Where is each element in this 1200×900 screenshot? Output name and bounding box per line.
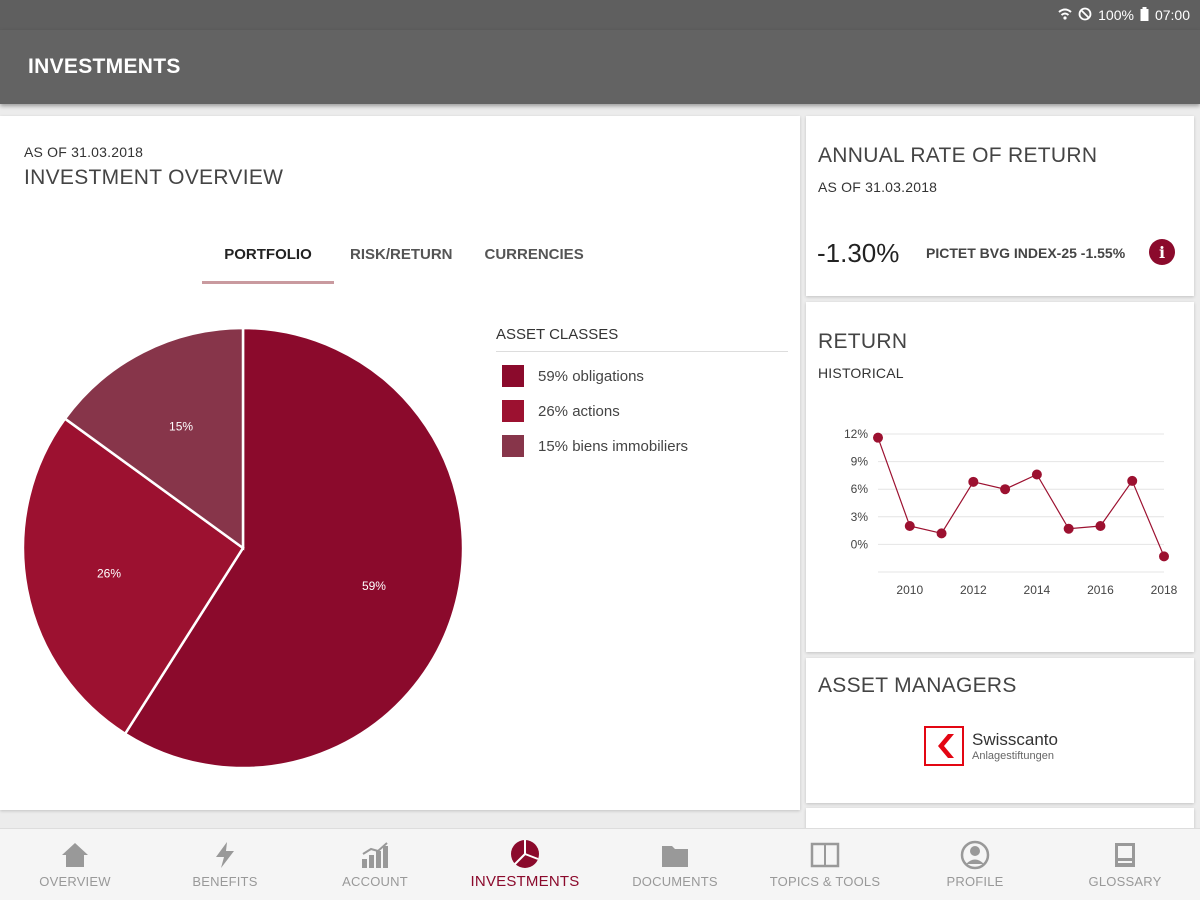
asset-classes-pie-chart: 59% 26% 15% [21,326,465,770]
return-subtitle: HISTORICAL [818,365,904,381]
x-tick-label: 2018 [1151,583,1178,597]
nav-overview[interactable]: OVERVIEW [0,829,150,900]
annual-return-card: ANNUAL RATE OF RETURN AS OF 31.03.2018 -… [806,116,1194,296]
data-point-2010[interactable] [904,521,915,531]
nav-profile[interactable]: PROFILE [900,829,1050,900]
benchmark-label: PICTET BVG INDEX-25 -1.55% [926,245,1126,261]
historical-return-chart: 0% 3% 6% 9% 12% 2010 2012 2014 2016 2018 [844,427,1178,597]
overview-as-of: AS OF 31.03.2018 [24,144,144,160]
swisscanto-logo-icon [924,726,964,766]
x-tick-label: 2014 [1024,583,1051,597]
pie-slice-obligations[interactable] [123,326,465,770]
legend-swatch [502,400,524,422]
legend-swatch [502,435,524,457]
nav-account[interactable]: ACCOUNT [300,829,450,900]
wifi-icon [1058,7,1072,24]
nav-documents[interactable]: DOCUMENTS [600,829,750,900]
tab-risk-return[interactable]: RISK/RETURN [350,246,453,263]
return-title: RETURN [818,330,908,353]
data-point-2018[interactable] [1159,551,1169,562]
asset-managers-title: ASSET MANAGERS [818,674,1017,697]
annual-return-as-of: AS OF 31.03.2018 [818,179,938,195]
legend-item: 26% actions [496,400,788,422]
swisscanto-logo[interactable]: Swisscanto Anlagestiftungen [924,726,1058,766]
logo-name: Swisscanto [972,730,1058,749]
clock: 07:00 [1154,7,1190,23]
nav-label: BENEFITS [192,874,258,889]
legend-title: ASSET CLASSES [496,326,788,352]
chart-icon [360,840,390,870]
y-tick-label: 3% [851,510,869,524]
legend-label: 26% actions [538,402,620,420]
pie-slice-biens-immobiliers[interactable] [63,326,245,551]
legend-item: 59% obligations [496,365,788,387]
y-tick-label: 12% [844,427,868,441]
nav-label: TOPICS & TOOLS [769,874,881,889]
pie-slice-actions[interactable] [21,416,245,736]
nav-label: INVESTMENTS [470,873,580,890]
legend-label: 15% biens immobiliers [538,437,689,455]
status-bar: 100% 07:00 [0,0,1200,30]
tab-currencies[interactable]: CURRENCIES [484,246,584,263]
glossary-icon [1112,840,1138,870]
nav-investments[interactable]: INVESTMENTS [450,829,600,900]
pie-slice-label: 26% [97,567,121,581]
asset-classes-legend: ASSET CLASSES 59% obligations 26% action… [496,326,788,457]
data-point-2012[interactable] [968,476,979,487]
page-title: INVESTMENTS [28,55,181,78]
legend-label: 59% obligations [538,367,644,385]
data-point-2014[interactable] [1031,469,1042,480]
y-tick-label: 6% [851,482,869,496]
x-tick-label: 2010 [896,583,923,597]
pie-slice-label: 59% [362,579,386,593]
legend-swatch [502,365,524,387]
overview-header: AS OF 31.03.2018 INVESTMENT OVERVIEW [24,144,283,190]
annual-return-value: -1.30% [817,238,900,268]
book-icon [810,840,840,870]
battery-icon [1140,6,1149,24]
nav-label: PROFILE [946,874,1004,889]
nav-label: ACCOUNT [342,874,408,889]
profile-icon [960,840,990,870]
app-bar: INVESTMENTS [0,30,1200,104]
nav-benefits[interactable]: BENEFITS [150,829,300,900]
folder-icon [660,840,690,870]
tab-portfolio[interactable]: PORTFOLIO [202,240,334,284]
data-point-2017[interactable] [1127,475,1138,486]
info-icon[interactable]: i [1149,239,1175,265]
do-not-disturb-icon [1078,7,1092,24]
nav-label: OVERVIEW [39,874,111,889]
overview-title: INVESTMENT OVERVIEW [24,166,284,189]
asset-managers-card: ASSET MANAGERS Swisscanto Anlagestiftung… [806,658,1194,803]
x-tick-label: 2016 [1087,583,1114,597]
lightning-icon [213,840,237,870]
pie-slice-label: 15% [169,419,193,433]
logo-subtitle: Anlagestiftungen [972,750,1054,762]
x-tick-label: 2012 [960,583,987,597]
pie-icon [510,839,540,869]
return-series-line [877,437,1165,557]
nav-glossary[interactable]: GLOSSARY [1050,829,1200,900]
nav-topics-tools[interactable]: TOPICS & TOOLS [750,829,900,900]
home-icon [60,840,90,870]
data-point-2011[interactable] [936,528,947,539]
overview-tabs: PORTFOLIO RISK/RETURN CURRENCIES [202,240,600,284]
data-point-2016[interactable] [1095,521,1106,531]
y-tick-label: 0% [851,537,869,551]
battery-percent: 100% [1098,7,1134,23]
data-point-2013[interactable] [1000,484,1011,495]
annual-return-title: ANNUAL RATE OF RETURN [818,144,1098,167]
data-point-2009[interactable] [873,432,883,443]
nav-label: GLOSSARY [1088,874,1162,889]
nav-label: DOCUMENTS [632,874,718,889]
legend-item: 15% biens immobiliers [496,435,788,457]
bottom-navigation: OVERVIEW BENEFITS ACCOUNT INVESTMENTS DO… [0,828,1200,900]
data-point-2015[interactable] [1063,523,1074,534]
y-tick-label: 9% [851,455,869,469]
